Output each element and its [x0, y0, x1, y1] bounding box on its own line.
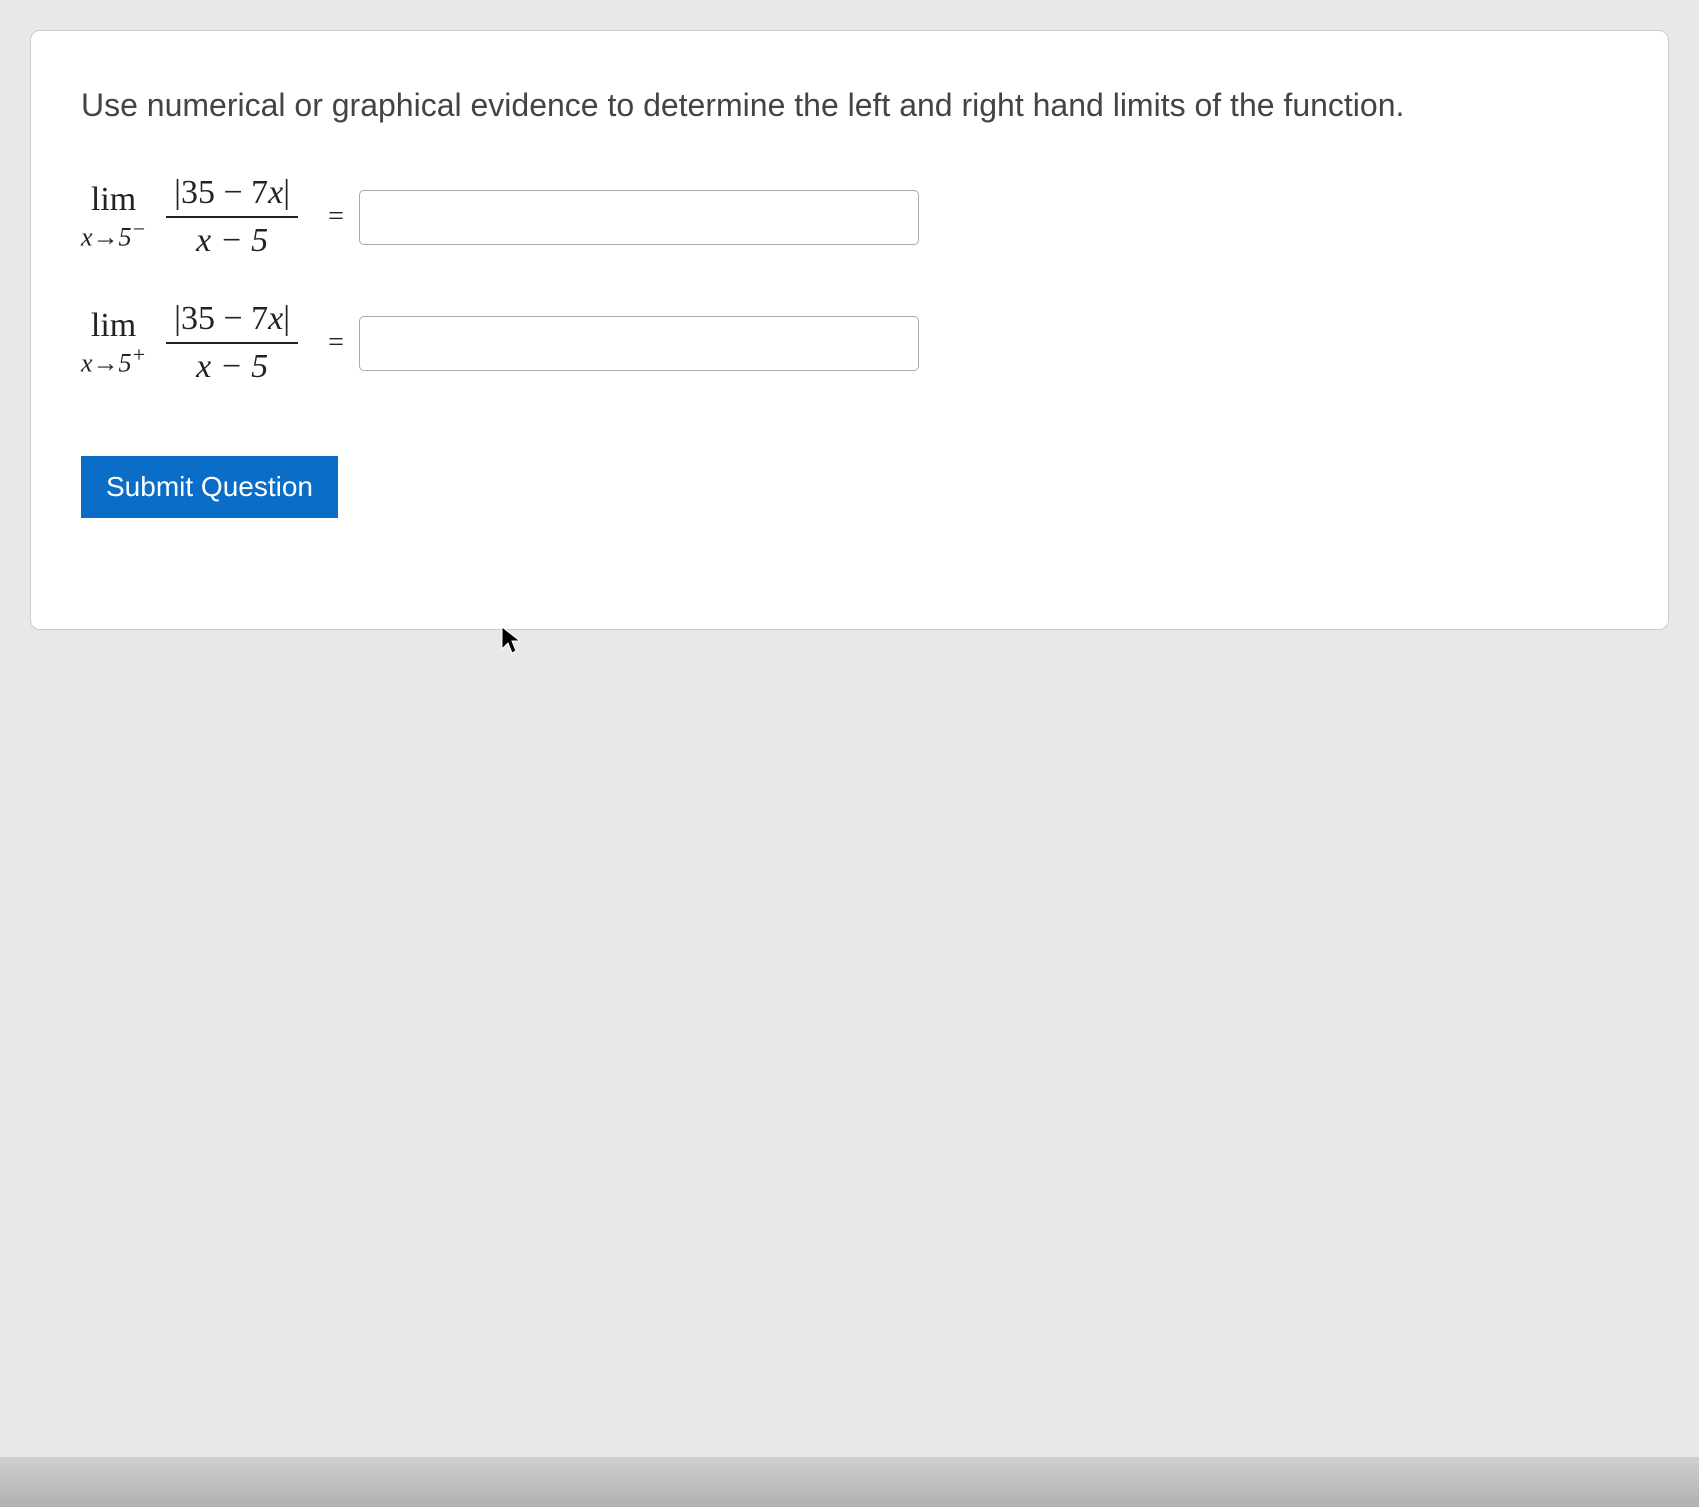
lim-label: lim — [91, 181, 136, 219]
answer-input-left[interactable] — [359, 190, 919, 245]
fraction-left: |35 − 7x| x − 5 — [166, 174, 298, 260]
lim-approach: x→5− — [81, 217, 146, 253]
bottom-bar — [0, 1457, 1699, 1507]
limit-notation-right: lim x→5+ — [81, 307, 146, 379]
fraction-numerator: |35 − 7x| — [166, 300, 298, 344]
question-panel: Use numerical or graphical evidence to d… — [30, 30, 1669, 630]
limit-row-left: lim x→5− |35 − 7x| x − 5 = — [81, 174, 1618, 260]
fraction-denominator: x − 5 — [188, 344, 276, 386]
fraction-denominator: x − 5 — [188, 218, 276, 260]
lim-approach: x→5+ — [81, 343, 146, 379]
submit-question-button[interactable]: Submit Question — [81, 456, 338, 518]
limit-row-right: lim x→5+ |35 − 7x| x − 5 = — [81, 300, 1618, 386]
cursor-icon — [500, 625, 524, 665]
question-prompt: Use numerical or graphical evidence to d… — [81, 81, 1618, 129]
answer-input-right[interactable] — [359, 316, 919, 371]
equals-sign: = — [328, 201, 344, 233]
fraction-right: |35 − 7x| x − 5 — [166, 300, 298, 386]
lim-label: lim — [91, 307, 136, 345]
limit-notation-left: lim x→5− — [81, 181, 146, 253]
equals-sign: = — [328, 327, 344, 359]
fraction-numerator: |35 − 7x| — [166, 174, 298, 218]
